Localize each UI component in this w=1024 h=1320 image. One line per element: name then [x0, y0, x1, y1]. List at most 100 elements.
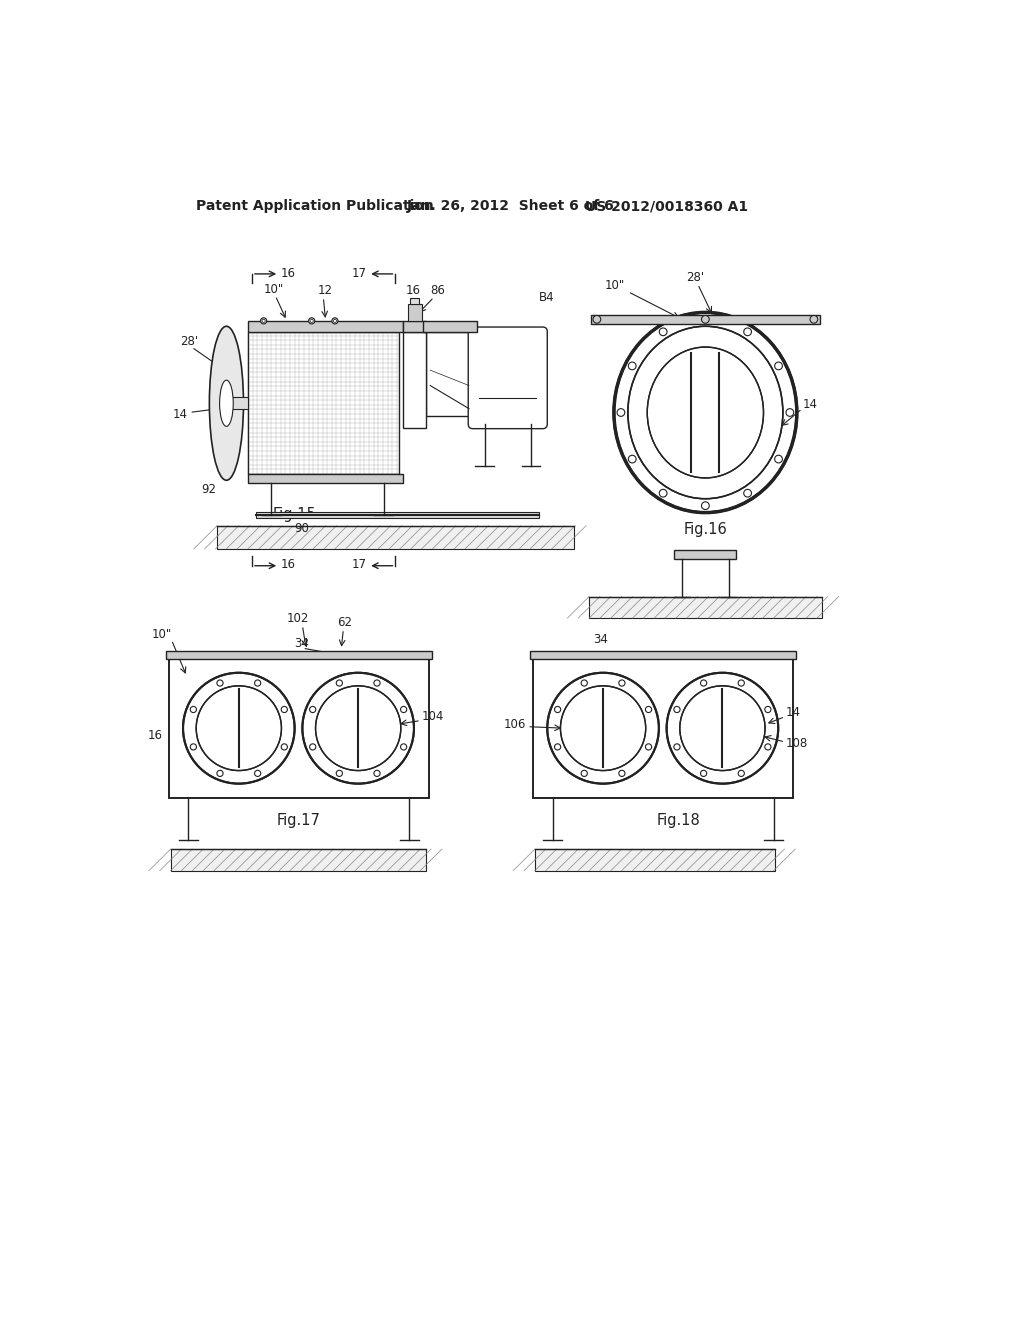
Circle shape — [400, 706, 407, 713]
Text: 14: 14 — [803, 399, 818, 412]
Circle shape — [765, 744, 771, 750]
Text: 90: 90 — [295, 521, 309, 535]
FancyBboxPatch shape — [468, 327, 547, 429]
Circle shape — [332, 318, 338, 323]
Circle shape — [309, 706, 315, 713]
Bar — [248, 331, 399, 474]
Text: US 2012/0018360 A1: US 2012/0018360 A1 — [586, 199, 749, 213]
Text: 32: 32 — [467, 341, 481, 354]
Text: 14: 14 — [786, 706, 801, 719]
Circle shape — [282, 744, 288, 750]
Circle shape — [701, 315, 710, 323]
Text: 10": 10" — [263, 282, 284, 296]
Text: Fig.15: Fig.15 — [272, 507, 316, 521]
Circle shape — [255, 771, 261, 776]
Ellipse shape — [219, 380, 233, 426]
Circle shape — [308, 318, 314, 323]
Bar — [169, 659, 429, 797]
Circle shape — [629, 455, 636, 463]
Circle shape — [197, 686, 282, 771]
Text: 10": 10" — [152, 628, 172, 640]
Circle shape — [810, 315, 818, 323]
Circle shape — [743, 327, 752, 335]
Circle shape — [217, 680, 223, 686]
Text: 92: 92 — [202, 483, 217, 496]
Circle shape — [190, 744, 197, 750]
Text: 10": 10" — [604, 279, 625, 292]
Circle shape — [700, 771, 707, 776]
Text: 16: 16 — [281, 267, 296, 280]
Text: 102: 102 — [287, 612, 309, 626]
Text: 14: 14 — [172, 408, 187, 421]
Circle shape — [674, 744, 680, 750]
Text: 16: 16 — [147, 730, 163, 742]
Text: 104: 104 — [422, 710, 444, 723]
Circle shape — [302, 673, 414, 784]
Bar — [171, 849, 426, 871]
Circle shape — [310, 319, 313, 322]
Text: 17: 17 — [351, 267, 367, 280]
Text: 108: 108 — [786, 737, 808, 750]
Text: 17: 17 — [351, 558, 367, 572]
Circle shape — [282, 706, 288, 713]
Circle shape — [374, 771, 380, 776]
Circle shape — [667, 673, 778, 784]
Circle shape — [700, 680, 707, 686]
Circle shape — [255, 680, 261, 686]
Circle shape — [701, 502, 710, 510]
Bar — [408, 304, 422, 321]
Bar — [226, 397, 248, 409]
Circle shape — [775, 362, 782, 370]
Text: Jan. 26, 2012  Sheet 6 of 6: Jan. 26, 2012 Sheet 6 of 6 — [407, 199, 614, 213]
Bar — [534, 659, 793, 797]
Bar — [591, 314, 820, 323]
Circle shape — [618, 680, 625, 686]
Circle shape — [262, 319, 265, 322]
Circle shape — [593, 315, 601, 323]
Text: Fig.17: Fig.17 — [276, 813, 321, 828]
Ellipse shape — [628, 326, 783, 499]
Circle shape — [374, 680, 380, 686]
Circle shape — [629, 362, 636, 370]
Bar — [534, 659, 793, 797]
Bar — [169, 659, 429, 797]
Bar — [675, 549, 736, 558]
Circle shape — [645, 744, 651, 750]
Circle shape — [334, 319, 337, 322]
Bar — [410, 298, 420, 304]
Circle shape — [680, 686, 765, 771]
Ellipse shape — [209, 326, 244, 480]
Text: 16: 16 — [281, 558, 296, 572]
Circle shape — [618, 771, 625, 776]
Text: 28': 28' — [686, 271, 705, 284]
Circle shape — [701, 315, 710, 323]
Circle shape — [309, 744, 315, 750]
Text: 32: 32 — [423, 387, 437, 400]
Bar — [535, 849, 775, 871]
Text: 12: 12 — [317, 284, 333, 297]
Bar — [426, 331, 473, 416]
Circle shape — [582, 771, 588, 776]
Ellipse shape — [647, 347, 764, 478]
Bar — [248, 331, 399, 474]
Circle shape — [400, 744, 407, 750]
Ellipse shape — [614, 313, 797, 512]
Bar — [589, 597, 821, 618]
Bar — [256, 512, 539, 517]
Circle shape — [336, 680, 342, 686]
Circle shape — [738, 771, 744, 776]
Circle shape — [560, 686, 646, 771]
Circle shape — [336, 771, 342, 776]
Text: Fig.18: Fig.18 — [656, 813, 700, 828]
Circle shape — [659, 327, 667, 335]
Text: B4: B4 — [539, 290, 554, 304]
Circle shape — [183, 673, 295, 784]
Circle shape — [738, 680, 744, 686]
Text: 86: 86 — [430, 284, 445, 297]
Text: Fig.16: Fig.16 — [683, 521, 727, 537]
Text: 62: 62 — [337, 616, 352, 630]
Circle shape — [659, 490, 667, 498]
Text: 28': 28' — [180, 335, 198, 348]
Circle shape — [217, 771, 223, 776]
Bar — [248, 321, 403, 331]
